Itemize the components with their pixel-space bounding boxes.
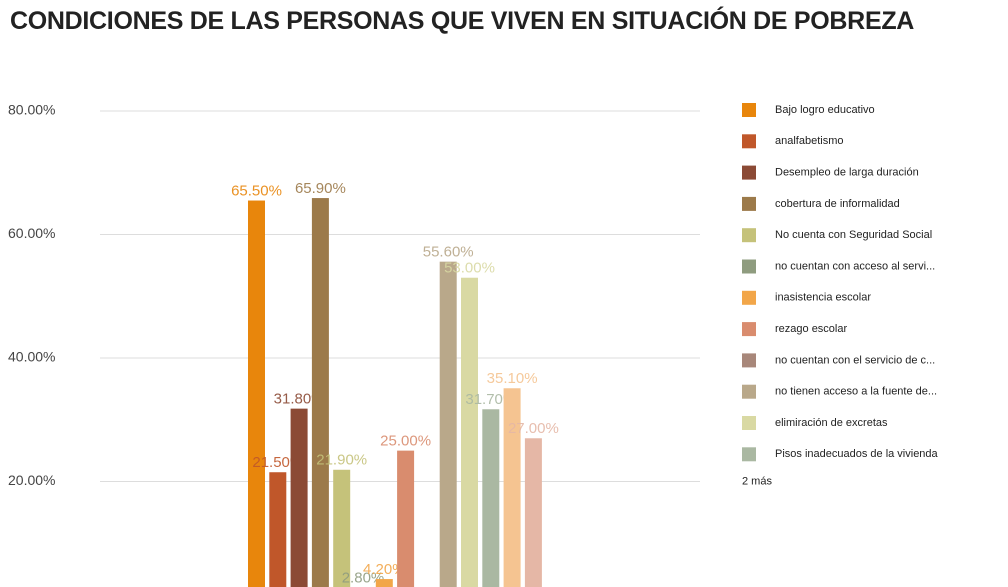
bar [503, 388, 521, 587]
legend-swatch [742, 196, 756, 211]
y-tick-label: 40.00% [8, 349, 55, 365]
bar [269, 472, 287, 587]
legend-label: Bajo logro educativo [775, 104, 875, 116]
bar [333, 469, 351, 587]
legend-label: cobertura de informalidad [775, 198, 900, 210]
legend-label: Pisos inadecuados de la vivienda [775, 448, 939, 460]
legend-swatch [742, 228, 756, 243]
bar [311, 198, 329, 587]
legend-label: no cuentan con acceso al servi... [775, 260, 935, 272]
y-tick-label: 20.00% [8, 472, 55, 488]
bar [524, 438, 542, 587]
legend-label: No cuenta con Seguridad Social [775, 229, 932, 241]
legend-label: analfabetismo [775, 135, 844, 147]
chart-title: CONDICIONES DE LAS PERSONAS QUE VIVEN EN… [10, 7, 915, 35]
data-label: 25.00% [380, 433, 431, 450]
bar [248, 200, 265, 587]
data-label: 0.30% [406, 585, 449, 587]
y-tick-label: 80.00% [8, 102, 55, 118]
bar [461, 277, 478, 587]
data-label: 21.90% [316, 452, 367, 469]
bar [375, 579, 393, 587]
legend-label: no cuentan con el servicio de c... [775, 354, 935, 366]
legend-more[interactable]: 2 más [742, 476, 772, 488]
data-label: 27.00% [508, 420, 559, 437]
legend-swatch [742, 416, 756, 430]
legend-swatch [742, 447, 756, 462]
legend-swatch [742, 103, 756, 117]
bar [290, 408, 308, 587]
y-tick-label: 60.00% [8, 225, 55, 241]
legend-label: elimiración de excretas [775, 417, 888, 429]
data-label: 53.00% [444, 260, 495, 277]
legend-swatch [742, 353, 756, 368]
legend-label: rezago escolar [775, 323, 847, 335]
data-label: 65.50% [231, 183, 282, 200]
data-label: 35.10% [487, 370, 538, 387]
data-label: 2.80% [342, 570, 385, 587]
legend-swatch [742, 259, 756, 274]
legend-swatch [742, 134, 756, 149]
data-label: 55.60% [423, 244, 474, 261]
legend-label: no tienen acceso a la fuente de... [775, 386, 937, 398]
data-label: 65.90% [295, 180, 346, 197]
bar [439, 261, 457, 587]
data-label: 21.50% [252, 454, 303, 471]
data-label: 31.80% [274, 391, 325, 408]
legend-swatch [742, 384, 756, 399]
data-label: 4.20% [363, 561, 406, 578]
legend-label: inasistencia escolar [775, 292, 871, 304]
legend-swatch [742, 165, 756, 180]
legend-swatch [742, 290, 756, 305]
bar [397, 450, 415, 587]
bar [482, 409, 500, 587]
legend-label: Desempleo de larga duración [775, 167, 919, 179]
data-label: 31.70% [465, 391, 516, 408]
legend-swatch [742, 322, 756, 337]
